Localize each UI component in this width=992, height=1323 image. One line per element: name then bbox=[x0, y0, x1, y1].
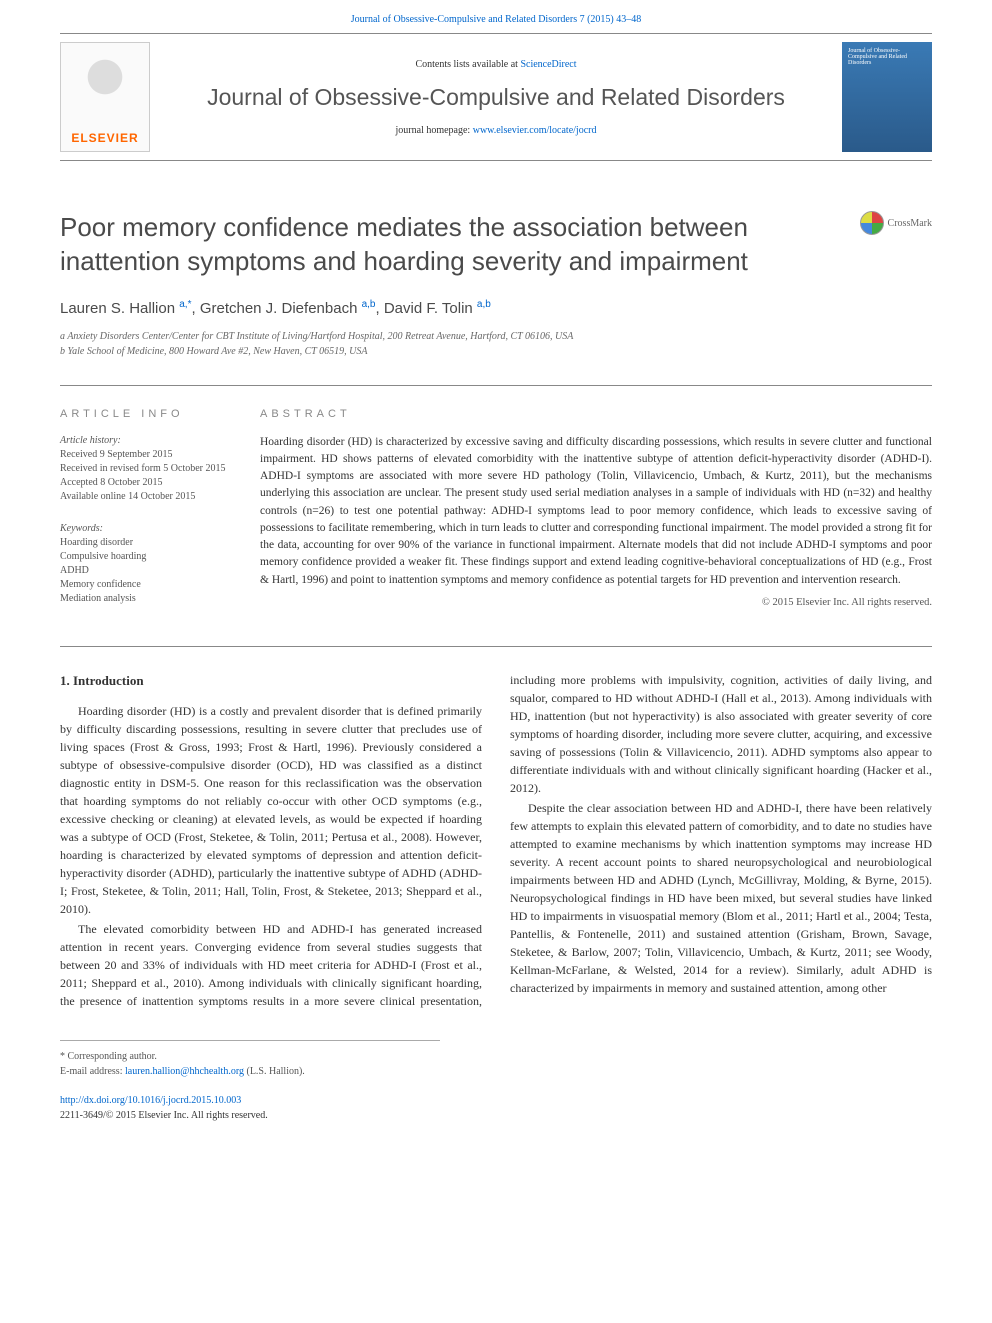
journal-cover-thumbnail: Journal of Obsessive-Compulsive and Rela… bbox=[842, 42, 932, 152]
contents-line: Contents lists available at ScienceDirec… bbox=[160, 59, 832, 70]
homepage-prefix: journal homepage: bbox=[396, 125, 473, 136]
body-paragraph: Hoarding disorder (HD) is a costly and p… bbox=[60, 702, 482, 918]
article-history: Article history: Received 9 September 20… bbox=[60, 434, 236, 504]
history-line: Received in revised form 5 October 2015 bbox=[60, 462, 236, 476]
divider bbox=[60, 646, 932, 647]
history-label: Article history: bbox=[60, 434, 236, 448]
homepage-line: journal homepage: www.elsevier.com/locat… bbox=[160, 125, 832, 136]
affiliations: a Anxiety Disorders Center/Center for CB… bbox=[60, 329, 932, 359]
contents-prefix: Contents lists available at bbox=[415, 59, 520, 70]
elsevier-tree-icon bbox=[67, 49, 143, 119]
abstract-copyright: © 2015 Elsevier Inc. All rights reserved… bbox=[260, 597, 932, 608]
email-label: E-mail address: bbox=[60, 1066, 125, 1077]
keyword: Compulsive hoarding bbox=[60, 550, 236, 564]
sciencedirect-link[interactable]: ScienceDirect bbox=[520, 59, 576, 70]
abstract-panel: ABSTRACT Hoarding disorder (HD) is chara… bbox=[260, 408, 932, 624]
keyword: Memory confidence bbox=[60, 578, 236, 592]
doi-block: http://dx.doi.org/10.1016/j.jocrd.2015.1… bbox=[60, 1093, 932, 1123]
corresponding-author: * Corresponding author. bbox=[60, 1049, 440, 1064]
email-suffix: (L.S. Hallion). bbox=[244, 1066, 305, 1077]
crossmark-icon bbox=[860, 211, 884, 235]
crossmark-badge[interactable]: CrossMark bbox=[860, 211, 932, 235]
keywords-label: Keywords: bbox=[60, 522, 236, 536]
issn-copyright: 2211-3649/© 2015 Elsevier Inc. All right… bbox=[60, 1110, 268, 1121]
keywords-block: Keywords: Hoarding disorderCompulsive ho… bbox=[60, 522, 236, 606]
keyword: Hoarding disorder bbox=[60, 536, 236, 550]
doi-link[interactable]: http://dx.doi.org/10.1016/j.jocrd.2015.1… bbox=[60, 1095, 241, 1106]
section-heading-intro: 1. Introduction bbox=[60, 671, 482, 691]
history-line: Accepted 8 October 2015 bbox=[60, 476, 236, 490]
top-citation: Journal of Obsessive-Compulsive and Rela… bbox=[0, 0, 992, 33]
homepage-link[interactable]: www.elsevier.com/locate/jocrd bbox=[473, 125, 597, 136]
author-list: Lauren S. Hallion a,*, Gretchen J. Diefe… bbox=[60, 299, 932, 317]
author-email-link[interactable]: lauren.hallion@hhchealth.org bbox=[125, 1066, 244, 1077]
body-paragraph: Despite the clear association between HD… bbox=[510, 799, 932, 997]
article-info-panel: ARTICLE INFO Article history: Received 9… bbox=[60, 408, 260, 624]
article-info-label: ARTICLE INFO bbox=[60, 408, 236, 420]
journal-title: Journal of Obsessive-Compulsive and Rela… bbox=[160, 84, 832, 111]
body-columns: 1. Introduction Hoarding disorder (HD) i… bbox=[60, 671, 932, 1011]
affiliation-line: b Yale School of Medicine, 800 Howard Av… bbox=[60, 344, 932, 359]
affiliation-line: a Anxiety Disorders Center/Center for CB… bbox=[60, 329, 932, 344]
cover-text: Journal of Obsessive-Compulsive and Rela… bbox=[848, 48, 907, 66]
abstract-text: Hoarding disorder (HD) is characterized … bbox=[260, 434, 932, 589]
abstract-label: ABSTRACT bbox=[260, 408, 932, 420]
history-line: Available online 14 October 2015 bbox=[60, 490, 236, 504]
top-citation-link[interactable]: Journal of Obsessive-Compulsive and Rela… bbox=[351, 14, 642, 25]
email-line: E-mail address: lauren.hallion@hhchealth… bbox=[60, 1064, 440, 1079]
journal-header: ELSEVIER Contents lists available at Sci… bbox=[60, 33, 932, 161]
meta-row: ARTICLE INFO Article history: Received 9… bbox=[60, 385, 932, 624]
article-header: CrossMark Poor memory confidence mediate… bbox=[60, 211, 932, 359]
footnotes: * Corresponding author. E-mail address: … bbox=[60, 1040, 440, 1079]
header-center: Contents lists available at ScienceDirec… bbox=[150, 59, 842, 136]
publisher-logo: ELSEVIER bbox=[60, 42, 150, 152]
crossmark-label: CrossMark bbox=[888, 218, 932, 229]
keyword: Mediation analysis bbox=[60, 592, 236, 606]
publisher-name: ELSEVIER bbox=[67, 131, 143, 145]
keyword: ADHD bbox=[60, 564, 236, 578]
history-line: Received 9 September 2015 bbox=[60, 448, 236, 462]
paper-title: Poor memory confidence mediates the asso… bbox=[60, 211, 800, 279]
